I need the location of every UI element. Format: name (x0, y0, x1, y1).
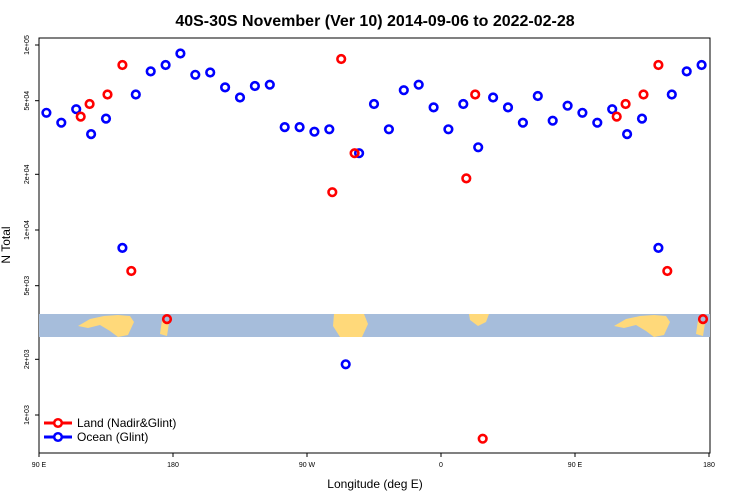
map-land-south-america (333, 314, 368, 337)
land-data-point (662, 265, 673, 277)
land-data-point (327, 187, 338, 198)
map-ocean-band (39, 314, 710, 337)
y-axis: 1e+05 5e+04 2e+04 1e+04 5e+03 2e+03 1e+03 (24, 35, 39, 425)
data-points (41, 48, 709, 444)
ocean-data-point (264, 79, 275, 90)
plot-frame (38, 37, 711, 454)
land-data-point (697, 314, 709, 325)
ocean-data-point (160, 59, 171, 71)
ocean-data-point (294, 121, 305, 133)
ocean-data-point (56, 117, 67, 128)
y-tick-label: 2e+04 (24, 164, 31, 184)
ocean-data-point (117, 242, 128, 253)
ocean-data-point (175, 48, 186, 59)
land-data-point (477, 433, 488, 444)
ocean-data-point (383, 124, 395, 135)
legend-marker-land (52, 417, 64, 429)
land-data-point (117, 59, 128, 71)
legend-label-ocean: Ocean (Glint) (77, 430, 148, 444)
ocean-data-point (653, 242, 664, 253)
y-tick-label: 5e+03 (24, 276, 31, 296)
land-data-point (638, 89, 649, 100)
ocean-data-point (681, 66, 692, 77)
ocean-data-point (41, 107, 52, 118)
ocean-data-point (279, 121, 290, 133)
ocean-data-point (562, 100, 573, 111)
legend-entry-land: Land (Nadir&Glint) (44, 416, 176, 430)
ocean-data-point (607, 104, 618, 115)
ocean-data-point (532, 90, 543, 102)
ocean-data-point (340, 359, 351, 370)
ocean-data-point (547, 115, 558, 126)
ocean-data-point (190, 69, 201, 80)
land-data-point (620, 98, 631, 110)
y-tick-label: 1e+03 (24, 405, 31, 425)
ocean-data-point (354, 148, 365, 159)
x-tick-label: 180 (703, 462, 715, 469)
ocean-data-point (517, 117, 529, 128)
ocean-data-point (428, 102, 439, 113)
ocean-data-point (592, 117, 603, 128)
ocean-data-point (324, 124, 335, 135)
ocean-data-point (249, 80, 260, 92)
x-axis: 90 E 180 90 W 0 90 E 180 (32, 453, 715, 469)
map-land-africa (469, 314, 489, 326)
map-land-australia (78, 315, 134, 337)
ocean-data-point (368, 98, 380, 110)
legend: Land (Nadir&Glint) Ocean (Glint) (44, 416, 176, 444)
ocean-data-point (145, 66, 156, 77)
ocean-data-point (488, 92, 499, 103)
y-tick-label: 1e+05 (24, 35, 31, 55)
land-data-point (75, 111, 86, 122)
ocean-data-point (502, 102, 514, 113)
ocean-data-point (666, 89, 677, 100)
legend-entry-ocean: Ocean (Glint) (44, 430, 148, 444)
x-axis-label: Longitude (deg E) (327, 477, 422, 491)
chart-title: 40S-30S November (Ver 10) 2014-09-06 to … (175, 13, 574, 30)
ocean-data-point (220, 82, 231, 93)
ocean-data-point (458, 98, 469, 110)
ocean-data-point (130, 89, 141, 100)
x-tick-label: 0 (439, 462, 443, 469)
ocean-data-point (696, 59, 707, 71)
map-strip (39, 314, 710, 337)
ocean-data-point (309, 126, 320, 137)
x-tick-label: 90 E (32, 462, 47, 469)
y-tick-label: 1e+04 (24, 220, 31, 240)
land-data-point (336, 53, 347, 65)
ocean-data-point (413, 79, 424, 90)
legend-label-land: Land (Nadir&Glint) (77, 416, 176, 430)
land-data-point (349, 148, 360, 159)
ocean-data-point (443, 124, 454, 135)
ocean-data-point (100, 113, 112, 124)
ocean-data-point (234, 92, 246, 103)
land-data-point (470, 89, 481, 100)
y-axis-label: N Total (0, 226, 13, 263)
land-data-point (653, 59, 664, 71)
legend-marker-ocean (52, 431, 64, 443)
ocean-data-point (71, 104, 82, 115)
ocean-data-point (398, 85, 409, 96)
land-data-point (611, 111, 622, 122)
y-tick-label: 5e+04 (24, 91, 31, 111)
land-data-point (126, 265, 137, 277)
land-data-point (461, 173, 472, 184)
map-land-australia-repeat (614, 315, 670, 337)
y-tick-label: 2e+03 (24, 349, 31, 369)
ocean-data-point (85, 129, 97, 140)
x-tick-label: 180 (167, 462, 179, 469)
ocean-data-point (621, 129, 633, 140)
x-tick-label: 90 W (299, 462, 316, 469)
x-tick-label: 90 E (568, 462, 583, 469)
land-data-point (102, 89, 113, 100)
ocean-data-point (205, 67, 216, 78)
ocean-data-point (473, 142, 484, 153)
land-data-point (161, 314, 173, 325)
ocean-data-point (577, 107, 588, 118)
ocean-data-point (636, 113, 648, 124)
land-data-point (84, 98, 95, 110)
